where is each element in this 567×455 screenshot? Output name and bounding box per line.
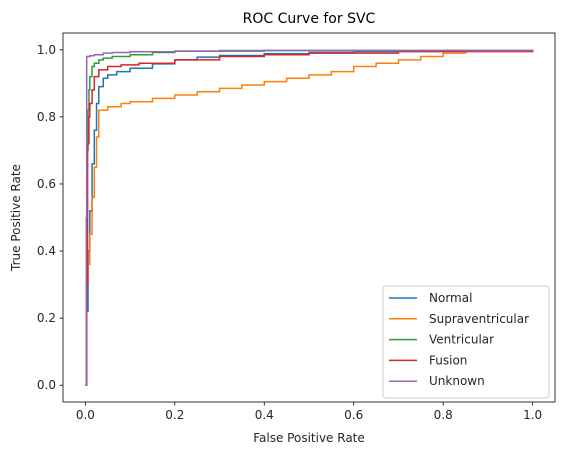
plot-frame	[62, 32, 556, 403]
x-tick-label: 1.0	[523, 408, 542, 422]
x-axis-label: False Positive Rate	[253, 431, 365, 445]
y-tick-label: 0.2	[37, 311, 56, 325]
legend-label: Normal	[429, 291, 472, 305]
y-tick-label: 0.8	[37, 110, 56, 124]
legend: Normal Supraventricular Ventricular Fusion U…	[382, 285, 550, 399]
x-tick-label: 0.8	[434, 408, 453, 422]
series-line-supraventricular	[85, 49, 534, 386]
legend-box	[382, 285, 550, 399]
x-tick-label: 0.6	[344, 408, 363, 422]
x-tick-label: 0.0	[76, 408, 95, 422]
legend-label: Supraventricular	[429, 312, 529, 326]
x-tick-label: 0.4	[255, 408, 274, 422]
y-tick-label: 0.0	[37, 378, 56, 392]
legend-label: Ventricular	[429, 333, 494, 347]
x-tick-label: 0.2	[165, 408, 184, 422]
y-tick-label: 0.6	[37, 177, 56, 191]
chart-title: ROC Curve for SVC	[243, 11, 376, 27]
y-axis-label: True Positive Rate	[9, 164, 23, 272]
x-axis: 0.0 0.2 0.4 0.6 0.8 1.0	[76, 402, 542, 422]
plot-area	[85, 49, 534, 386]
series-line-fusion	[85, 49, 534, 386]
y-tick-label: 0.4	[37, 244, 56, 258]
legend-label: Unknown	[429, 374, 485, 388]
legend-label: Fusion	[429, 353, 467, 367]
y-tick-label: 1.0	[37, 43, 56, 57]
y-axis: 0.0 0.2 0.4 0.6 0.8 1.0	[37, 43, 63, 392]
series-line-unknown	[85, 49, 534, 386]
